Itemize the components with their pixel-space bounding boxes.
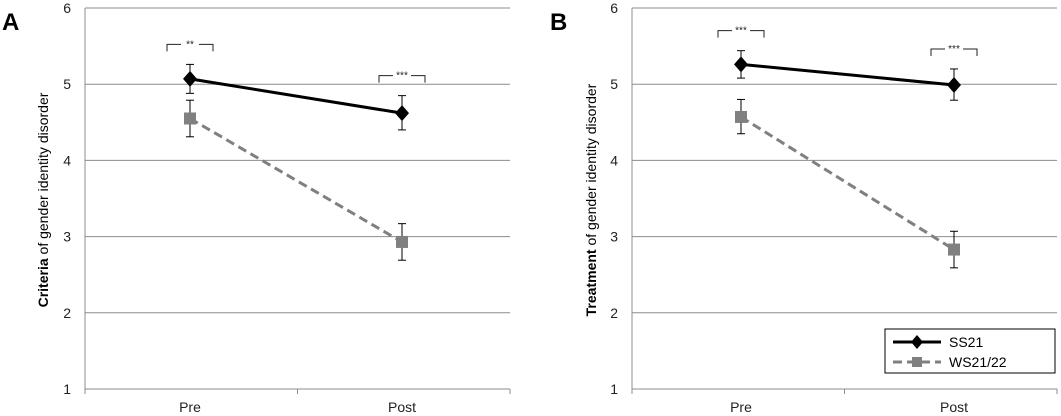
legend-entry-1: WS21/22 <box>949 354 1007 370</box>
panel-a-ytick-label: 2 <box>63 305 71 321</box>
panel-a-ylabel: Criteria of gender identity disorder <box>35 92 51 307</box>
panel-a-series-line-0 <box>189 77 403 115</box>
panel-b-sig-bracket <box>930 48 978 56</box>
panel-a-point-square <box>396 235 408 248</box>
panel-a-sig-label: *** <box>396 71 408 82</box>
panel-b-xtick-label-pre: Pre <box>730 399 752 415</box>
panel-b-sig-label: *** <box>948 44 960 55</box>
panel-a-ytick-label: 6 <box>63 0 71 16</box>
panel-b-ytick-label: 4 <box>610 152 618 168</box>
panel-a-point-square <box>184 112 196 125</box>
panel-b-letter: B <box>550 9 567 36</box>
legend-diamond-marker <box>911 335 923 349</box>
panel-b-point-square <box>735 110 747 123</box>
panel-b-series-line-1 <box>740 115 955 251</box>
panel-b-point-square <box>948 243 960 256</box>
panel-a-sig-label: ** <box>186 39 194 50</box>
panel-b-point-diamond <box>734 56 748 73</box>
legend-entry-0: SS21 <box>949 334 983 350</box>
panel-b-ytick-label: 3 <box>610 229 618 245</box>
panel-b-ytick-label: 5 <box>610 76 618 92</box>
legend-square-marker <box>912 357 922 367</box>
panel-a-ytick-label: 3 <box>63 229 71 245</box>
panel-a-point-diamond <box>395 105 409 122</box>
panel-b-sig-label: *** <box>735 26 747 37</box>
panel-a-xtick-label-pre: Pre <box>179 399 201 415</box>
panel-a-xtick-label-post: Post <box>388 399 416 415</box>
panel-a-ytick-label: 5 <box>63 76 71 92</box>
panel-b: B Treatment of gender identity disorder … <box>550 0 1058 415</box>
panel-b-sig-bracket <box>717 30 765 38</box>
panel-b-ylabel: Treatment of gender identity disorder <box>583 83 599 316</box>
panel-b-plot: 1 2 3 4 5 6 Pre Post *** *** SS21 WS21/22 <box>610 0 1058 415</box>
panel-b-series-line-0 <box>740 62 955 87</box>
panel-a-series-line-1 <box>189 117 403 244</box>
panel-b-ytick-label: 2 <box>610 305 618 321</box>
panel-a-point-diamond <box>183 70 197 87</box>
panel-a-sig-bracket <box>378 75 426 83</box>
panel-a-ylabel-bold: Criteria <box>35 258 51 307</box>
panel-b-ytick-label: 6 <box>610 0 618 16</box>
panel-b-ytick-label: 1 <box>610 381 618 397</box>
panel-b-point-diamond <box>947 76 961 93</box>
panel-b-ylabel-bold: Treatment <box>583 249 599 316</box>
panel-a-letter: A <box>2 9 19 36</box>
panel-a-ytick-label: 4 <box>63 152 71 168</box>
panel-b-xtick-label-post: Post <box>940 399 968 415</box>
panel-a: A Criteria of gender identity disorder 1… <box>2 0 511 415</box>
panel-a-ytick-label: 1 <box>63 381 71 397</box>
panel-b-ylabel-rest: of gender identity disorder <box>583 83 599 249</box>
panel-a-ylabel-rest: of gender identity disorder <box>35 92 51 258</box>
panel-a-sig-bracket <box>166 43 214 52</box>
